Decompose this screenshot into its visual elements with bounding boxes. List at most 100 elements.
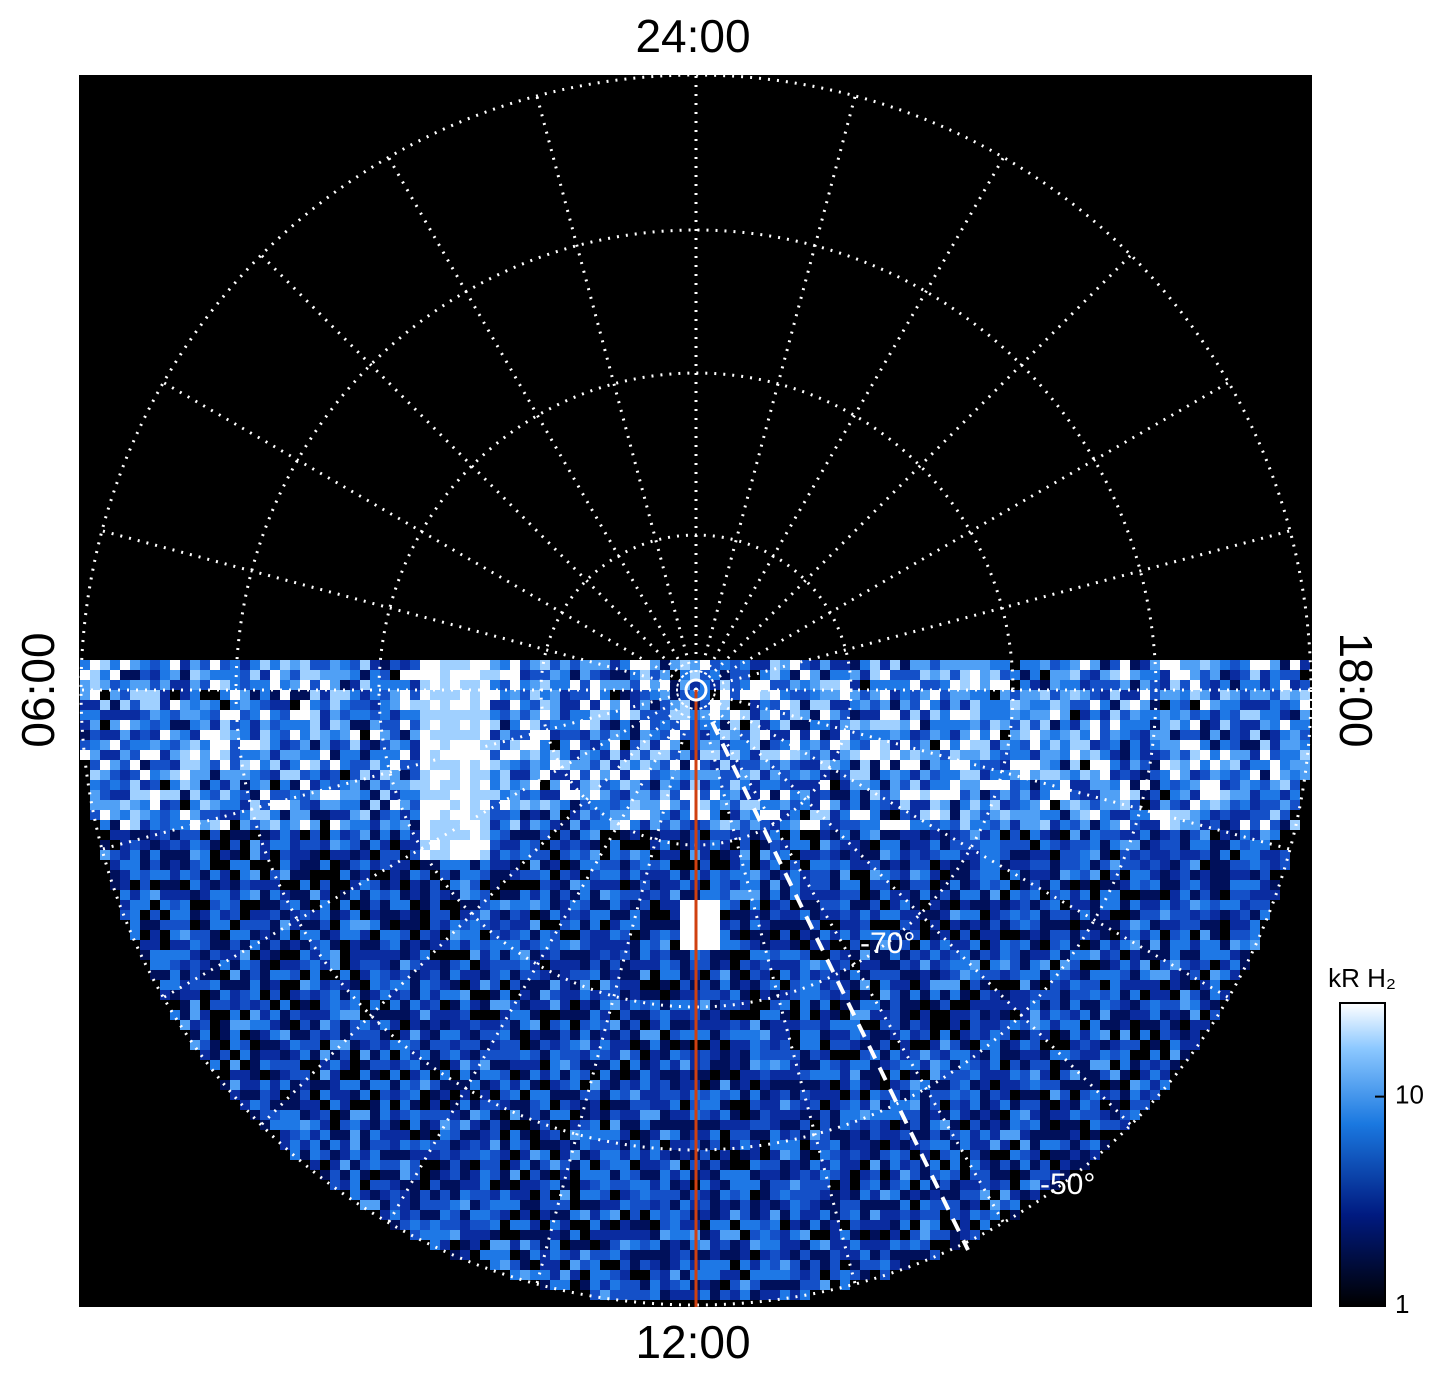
emission-cell bbox=[640, 1060, 650, 1070]
emission-cell bbox=[680, 1120, 690, 1130]
emission-cell bbox=[810, 690, 820, 700]
emission-cell bbox=[950, 890, 960, 900]
emission-cell bbox=[730, 860, 740, 870]
emission-cell bbox=[430, 990, 440, 1000]
emission-cell bbox=[1030, 770, 1040, 780]
emission-cell bbox=[1090, 1010, 1100, 1020]
emission-cell bbox=[480, 970, 490, 980]
emission-cell bbox=[180, 840, 190, 850]
emission-cell bbox=[1240, 880, 1250, 890]
emission-cell bbox=[560, 1090, 570, 1100]
emission-cell bbox=[850, 660, 860, 670]
emission-cell bbox=[520, 1150, 530, 1160]
emission-cell bbox=[800, 1110, 810, 1120]
emission-cell bbox=[1130, 860, 1140, 870]
emission-cell bbox=[250, 990, 260, 1000]
emission-cell bbox=[610, 670, 620, 680]
emission-cell bbox=[730, 1140, 740, 1150]
emission-cell bbox=[620, 720, 630, 730]
emission-cell bbox=[710, 1090, 720, 1100]
emission-cell bbox=[280, 690, 290, 700]
emission-cell bbox=[1060, 860, 1070, 870]
emission-cell bbox=[310, 890, 320, 900]
emission-cell bbox=[830, 860, 840, 870]
emission-cell bbox=[320, 890, 330, 900]
emission-cell bbox=[1200, 900, 1210, 910]
emission-cell bbox=[730, 990, 740, 1000]
emission-cell bbox=[540, 680, 550, 690]
emission-cell bbox=[860, 1060, 870, 1070]
emission-cell bbox=[350, 850, 360, 860]
emission-cell bbox=[640, 790, 650, 800]
emission-cell bbox=[590, 940, 600, 950]
emission-cell bbox=[720, 710, 730, 720]
emission-cell bbox=[380, 940, 390, 950]
emission-cell bbox=[1170, 950, 1180, 960]
emission-cell bbox=[1020, 1010, 1030, 1020]
emission-cell bbox=[1090, 1030, 1100, 1040]
emission-cell bbox=[1120, 660, 1130, 670]
emission-cell bbox=[200, 680, 210, 690]
emission-cell bbox=[910, 1050, 920, 1060]
emission-cell bbox=[330, 1050, 340, 1060]
emission-cell bbox=[1130, 1080, 1140, 1090]
emission-cell bbox=[1210, 790, 1220, 800]
emission-cell bbox=[710, 840, 720, 850]
emission-cell bbox=[220, 770, 230, 780]
emission-cell bbox=[550, 900, 560, 910]
emission-cell bbox=[520, 680, 530, 690]
emission-cell bbox=[450, 1050, 460, 1060]
emission-cell bbox=[320, 1150, 330, 1160]
emission-cell bbox=[880, 760, 890, 770]
emission-cell bbox=[380, 660, 390, 670]
emission-cell bbox=[900, 990, 910, 1000]
emission-cell bbox=[290, 920, 300, 930]
emission-cell bbox=[1240, 660, 1250, 670]
emission-cell bbox=[1060, 710, 1070, 720]
emission-cell bbox=[950, 660, 960, 670]
emission-cell bbox=[200, 710, 210, 720]
emission-cell bbox=[100, 730, 110, 740]
emission-cell bbox=[170, 940, 180, 950]
emission-cell bbox=[720, 750, 730, 760]
emission-cell bbox=[1060, 910, 1070, 920]
emission-cell bbox=[400, 940, 410, 950]
emission-cell bbox=[1080, 720, 1090, 730]
emission-cell bbox=[320, 690, 330, 700]
emission-cell bbox=[720, 780, 730, 790]
emission-cell bbox=[1070, 960, 1080, 970]
emission-cell bbox=[1180, 880, 1190, 890]
emission-cell bbox=[930, 1140, 940, 1150]
emission-cell bbox=[840, 910, 850, 920]
emission-cell bbox=[910, 860, 920, 870]
emission-cell bbox=[960, 810, 970, 820]
emission-cell bbox=[250, 980, 260, 990]
emission-cell bbox=[970, 780, 980, 790]
emission-cell bbox=[400, 780, 410, 790]
emission-cell bbox=[400, 1090, 410, 1100]
emission-cell bbox=[500, 770, 510, 780]
emission-cell bbox=[280, 760, 290, 770]
emission-cell bbox=[1200, 940, 1210, 950]
emission-cell bbox=[240, 920, 250, 930]
emission-cell bbox=[280, 1120, 290, 1130]
emission-cell bbox=[380, 1050, 390, 1060]
emission-cell bbox=[520, 1110, 530, 1120]
emission-cell bbox=[360, 670, 370, 680]
emission-cell bbox=[1200, 660, 1210, 670]
emission-cell bbox=[890, 770, 900, 780]
emission-cell bbox=[830, 1100, 840, 1110]
emission-cell bbox=[950, 940, 960, 950]
emission-cell bbox=[650, 1140, 660, 1150]
emission-cell bbox=[710, 970, 720, 980]
emission-cell bbox=[650, 1100, 660, 1110]
emission-cell bbox=[360, 1080, 370, 1090]
emission-cell bbox=[490, 1150, 500, 1160]
emission-cell bbox=[150, 790, 160, 800]
emission-cell bbox=[630, 810, 640, 820]
emission-cell bbox=[610, 1110, 620, 1120]
emission-cell bbox=[330, 1130, 340, 1140]
emission-cell bbox=[570, 870, 580, 880]
emission-cell bbox=[440, 750, 450, 760]
emission-cell bbox=[1160, 960, 1170, 970]
